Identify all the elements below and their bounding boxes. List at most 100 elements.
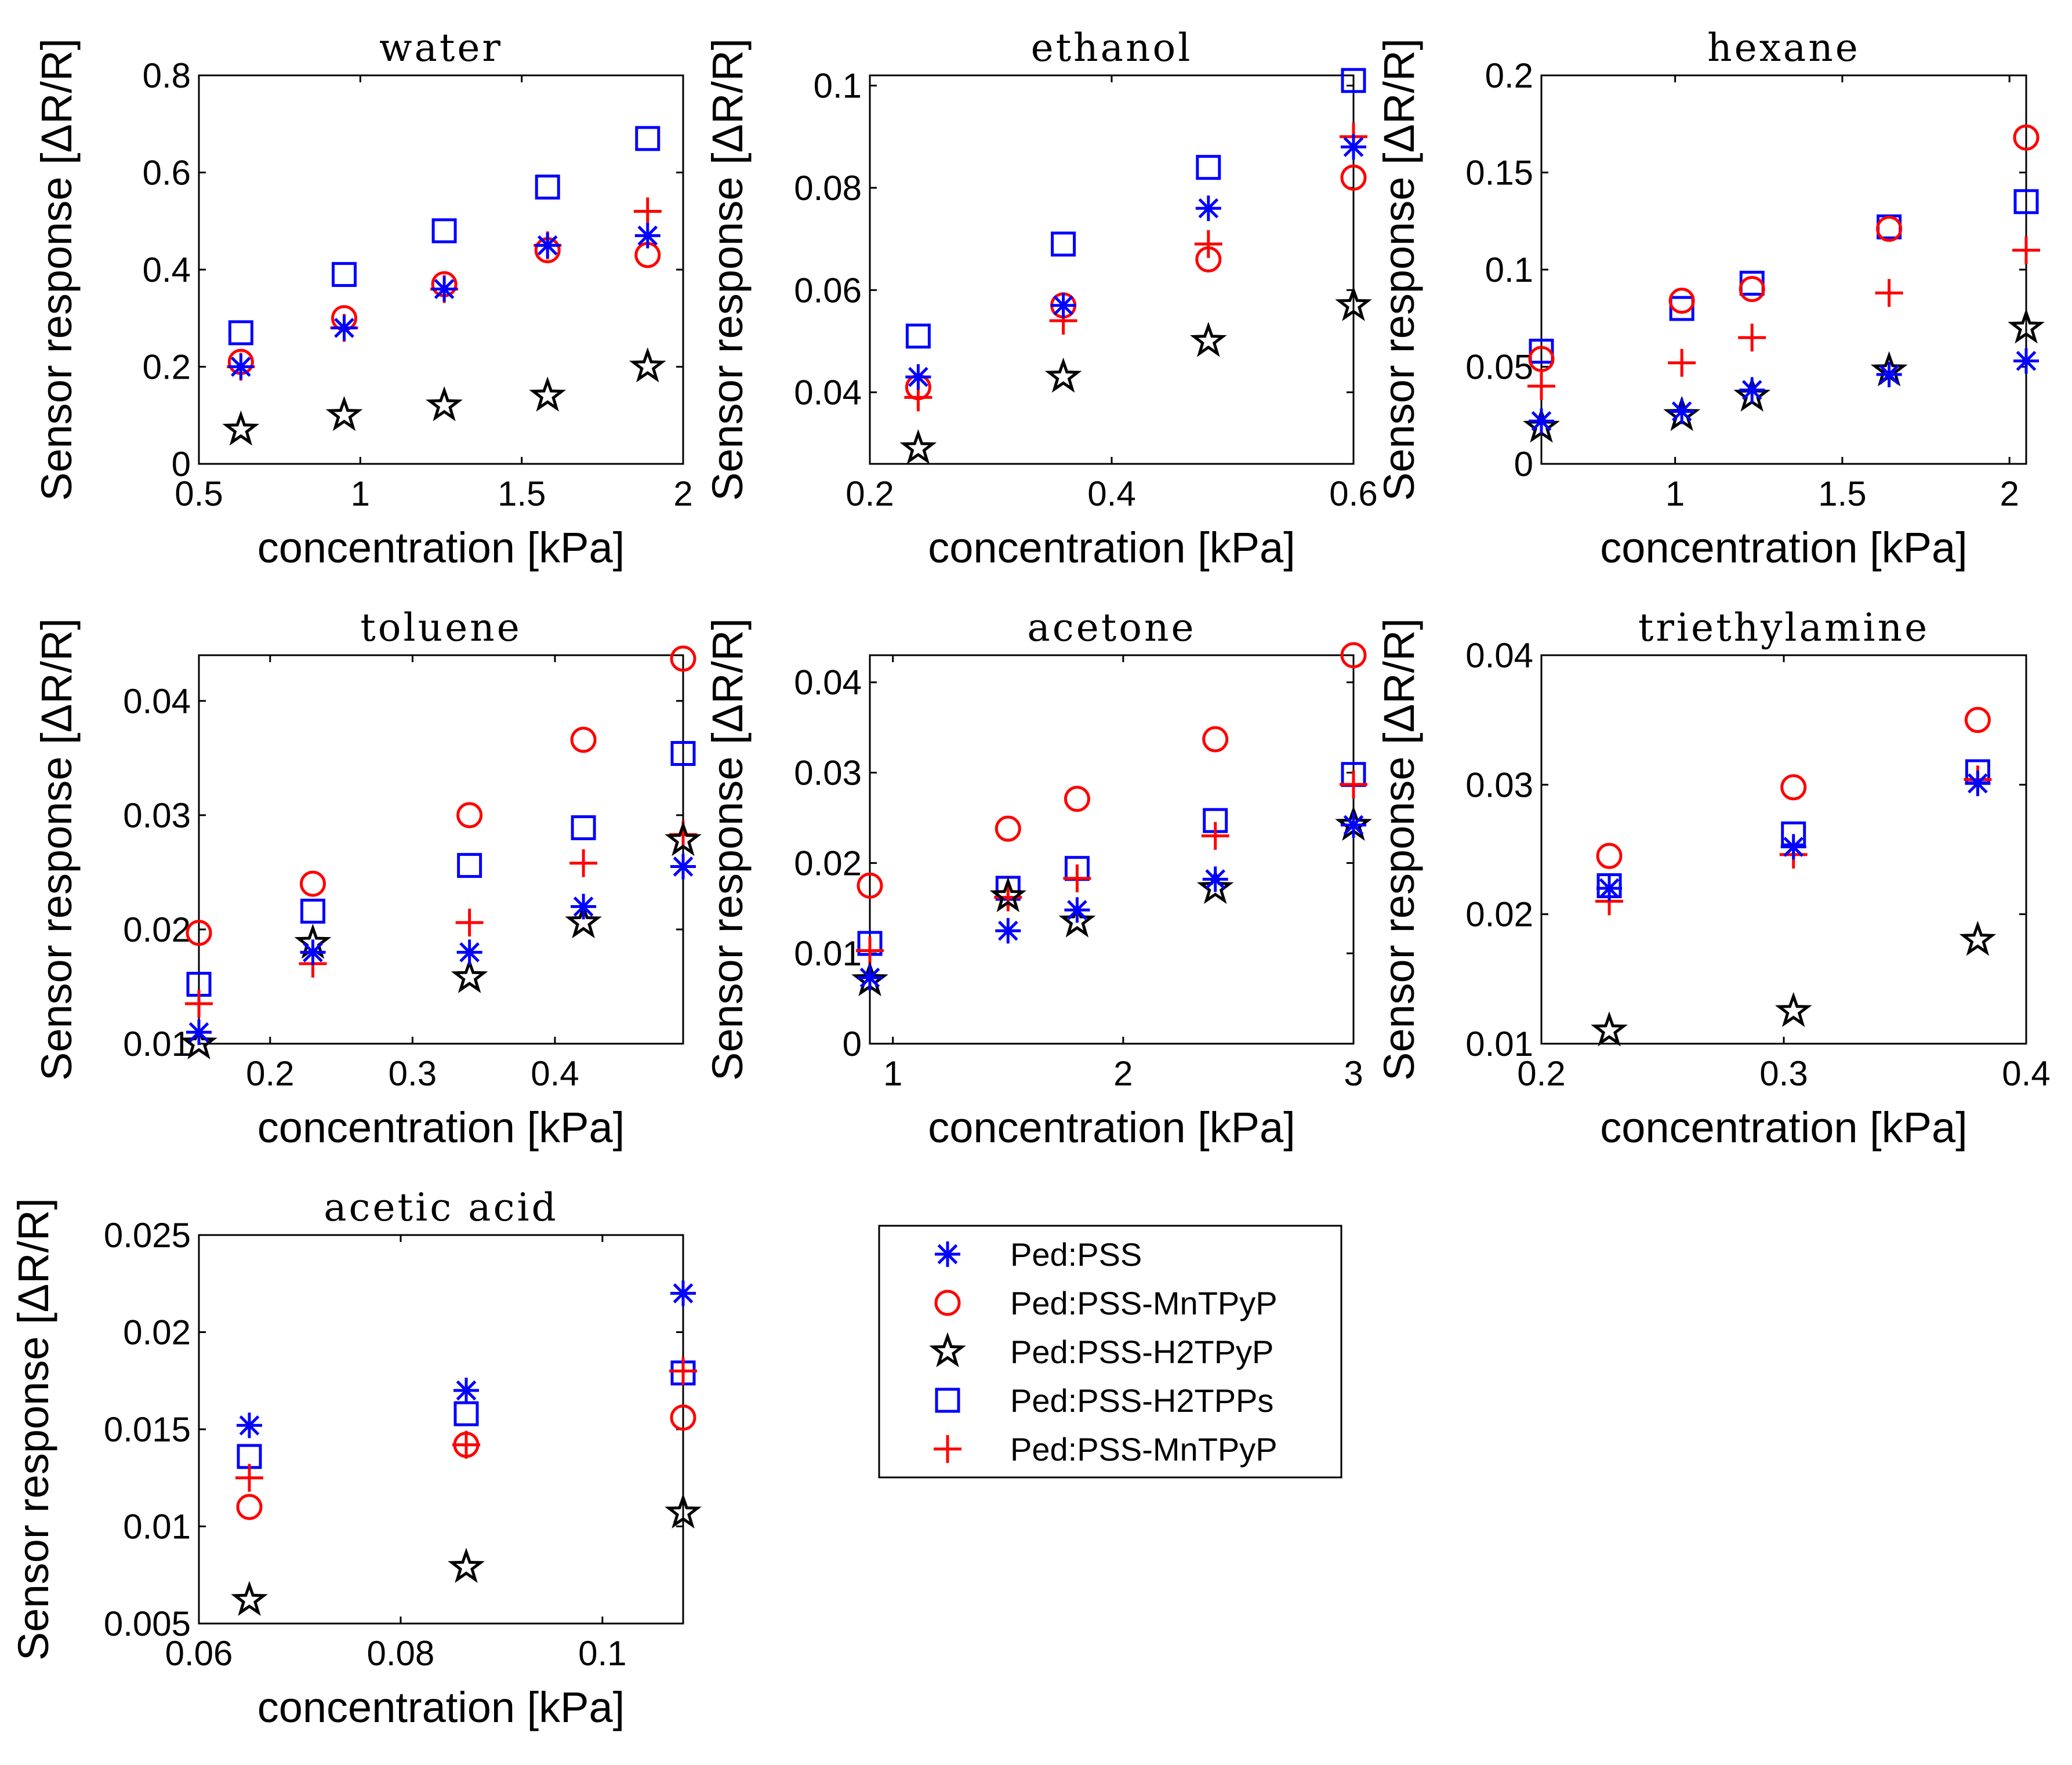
- axes-frame: [869, 654, 1355, 1045]
- data-point-circle: [456, 802, 483, 829]
- data-point-plus: [569, 849, 598, 877]
- data-point-circle: [1064, 786, 1090, 812]
- data-point-star: [325, 395, 363, 431]
- x-tick-label: 0.5: [175, 474, 223, 513]
- data-point-asterisk: [670, 854, 696, 880]
- data-point-star: [1044, 357, 1082, 393]
- y-axis-label: Sensor response [ΔR/R]: [1375, 618, 1423, 1081]
- data-point-asterisk: [1195, 195, 1221, 221]
- data-point-star: [2008, 308, 2045, 344]
- x-tick-label: 0.3: [389, 1054, 437, 1093]
- data-point-plus: [1340, 770, 1367, 798]
- x-axis-label: concentration [kPa]: [257, 1683, 625, 1731]
- x-tick-label: 1.5: [498, 474, 546, 513]
- data-point-asterisk: [1739, 377, 1765, 403]
- data-point-circle: [236, 1494, 263, 1520]
- data-point-circle: [1780, 774, 1807, 801]
- data-point-asterisk: [1780, 834, 1806, 860]
- legend-label: Ped:PSS-MnTPyP: [1010, 1285, 1278, 1321]
- data-point-plus: [1194, 230, 1222, 258]
- y-tick-label: 0.02: [794, 844, 862, 882]
- legend-marker-plus: [934, 1435, 961, 1463]
- data-point-star: [665, 820, 702, 856]
- data-point-asterisk: [634, 223, 661, 249]
- data-point-asterisk: [2013, 348, 2039, 374]
- data-point-circle: [1964, 707, 1991, 733]
- data-point-asterisk: [1596, 876, 1623, 901]
- data-point-plus: [455, 909, 484, 937]
- y-tick-label: 0.15: [1465, 154, 1533, 193]
- x-tick-label: 0.06: [165, 1634, 233, 1673]
- chart-panel-toluene: 0.2 0.3 0.4 0.01 0.02 0.03 0.04 toluene concentr…: [32, 605, 702, 1152]
- legend-marker-square: [935, 1388, 960, 1413]
- chart-title: triethylamine: [1638, 605, 1929, 650]
- data-point-plus: [1668, 348, 1696, 377]
- data-point-star: [231, 1581, 268, 1616]
- data-point-asterisk: [456, 939, 482, 965]
- data-point-asterisk: [431, 276, 458, 302]
- data-point-asterisk: [331, 315, 357, 341]
- data-point-star: [565, 903, 602, 939]
- x-axis-label: concentration [kPa]: [928, 1103, 1295, 1152]
- data-point-circle: [1202, 726, 1229, 753]
- data-point-star: [222, 410, 260, 446]
- data-point-asterisk: [571, 894, 597, 920]
- data-point-square: [535, 175, 560, 200]
- data-point-square: [1669, 296, 1694, 321]
- chart-title: toluene: [360, 605, 522, 650]
- y-tick-label: 0: [1514, 445, 1533, 484]
- y-tick-label: 0.025: [104, 1216, 191, 1255]
- y-tick-label: 0.4: [143, 250, 191, 289]
- y-tick-label: 0.2: [1485, 56, 1533, 95]
- data-point-asterisk: [1064, 897, 1090, 923]
- data-point-circle: [1528, 346, 1555, 372]
- y-tick-label: 0.04: [1465, 636, 1533, 675]
- y-tick-label: 0.03: [794, 754, 862, 793]
- y-tick-label: 0.03: [123, 796, 191, 835]
- chart-panel-ethanol: 0.2 0.4 0.6 0.04 0.06 0.08 0.1 ethanol concentra…: [703, 26, 1378, 572]
- legend-marker-circle: [934, 1290, 961, 1316]
- data-point-square: [2013, 189, 2039, 215]
- data-point-asterisk: [995, 918, 1021, 944]
- data-point-square: [332, 262, 357, 287]
- data-point-circle: [670, 1404, 696, 1431]
- chart-title: water: [379, 26, 503, 70]
- x-tick-label: 2: [1113, 1054, 1133, 1093]
- data-point-star: [629, 347, 666, 383]
- data-point-star: [1775, 992, 1812, 1027]
- data-point-plus: [669, 1357, 697, 1385]
- data-point-star: [1058, 902, 1096, 938]
- y-axis-label: Sensor response [ΔR/R]: [32, 38, 81, 501]
- y-tick-label: 0.01: [123, 1508, 191, 1546]
- data-point-square: [670, 740, 696, 766]
- x-tick-label: 0.2: [846, 474, 894, 513]
- data-point-circle: [670, 645, 696, 672]
- y-axis-label: Sensor response [ΔR/R]: [1375, 38, 1423, 501]
- data-point-plus: [856, 936, 884, 965]
- data-point-star: [665, 1493, 702, 1529]
- data-point-star: [899, 429, 937, 464]
- data-point-star: [529, 376, 567, 412]
- data-point-square: [1051, 231, 1076, 257]
- data-point-circle: [299, 870, 326, 897]
- data-point-asterisk: [1202, 866, 1228, 892]
- data-point-circle: [2013, 124, 2040, 151]
- x-tick-label: 0.1: [578, 1634, 626, 1673]
- x-tick-label: 1.5: [1818, 474, 1866, 513]
- data-point-star: [448, 1548, 485, 1584]
- x-tick-label: 0.4: [531, 1054, 579, 1093]
- data-point-star: [1335, 286, 1372, 321]
- data-point-plus: [1738, 324, 1766, 352]
- x-tick-label: 0.4: [1087, 474, 1135, 513]
- legend-marker-asterisk: [935, 1241, 960, 1267]
- legend-marker-star: [929, 1332, 966, 1368]
- chart-title: acetone: [1027, 605, 1196, 650]
- chart-panel-hexane: 1 1.5 2 0 0.05 0.1 0.15 0.2 hexane concentration …: [1375, 26, 2045, 572]
- data-point-circle: [570, 727, 597, 753]
- data-point-square: [571, 815, 596, 841]
- data-point-star: [451, 958, 488, 993]
- data-point-square: [905, 324, 931, 349]
- y-tick-label: 0.05: [1465, 348, 1533, 387]
